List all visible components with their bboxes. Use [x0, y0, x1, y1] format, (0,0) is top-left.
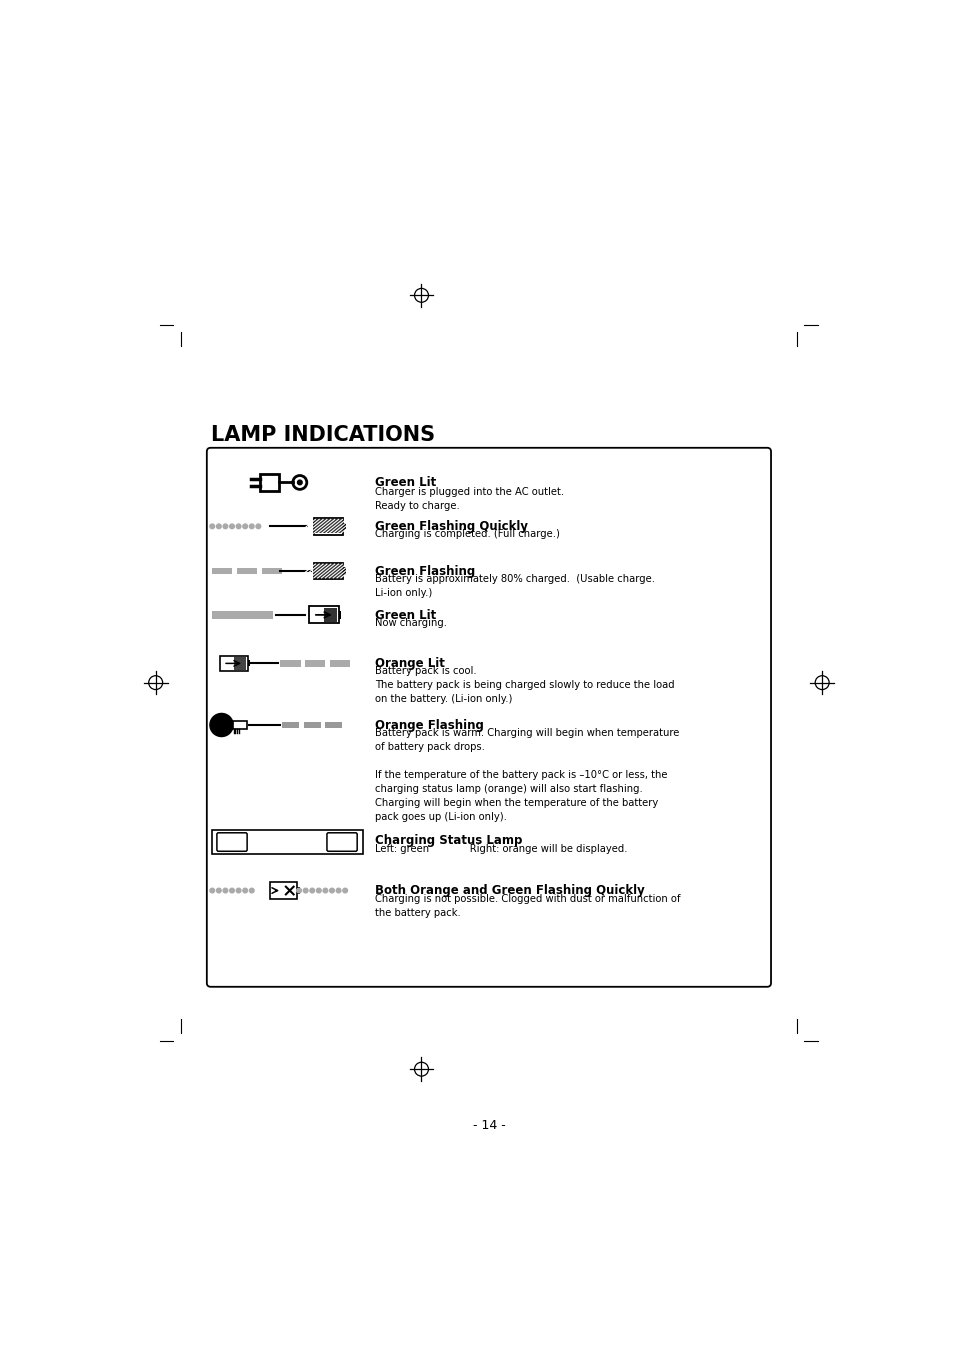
Circle shape — [310, 888, 314, 893]
Bar — [315, 519, 341, 534]
Bar — [343, 523, 345, 530]
Circle shape — [342, 888, 347, 893]
Text: Battery pack is warm. Charging will begin when temperature
of battery pack drops: Battery pack is warm. Charging will begi… — [375, 728, 679, 821]
Circle shape — [210, 524, 214, 528]
Text: Both Orange and Green Flashing Quickly: Both Orange and Green Flashing Quickly — [375, 885, 644, 897]
Bar — [315, 565, 341, 578]
Circle shape — [216, 524, 221, 528]
Text: Charging is completed. (Full charge.): Charging is completed. (Full charge.) — [375, 530, 559, 539]
Bar — [212, 830, 363, 854]
Bar — [270, 882, 297, 898]
Text: Green Lit: Green Lit — [375, 477, 436, 489]
Text: Now charging.: Now charging. — [375, 617, 447, 628]
Bar — [330, 659, 350, 667]
Circle shape — [210, 713, 233, 736]
Circle shape — [249, 888, 253, 893]
Circle shape — [230, 524, 234, 528]
Text: Battery is approximately 80% charged.  (Usable charge.
Li-ion only.): Battery is approximately 80% charged. (U… — [375, 574, 655, 598]
Circle shape — [316, 888, 321, 893]
Bar — [212, 611, 273, 619]
Text: Orange Lit: Orange Lit — [375, 657, 444, 670]
Bar — [233, 721, 247, 728]
Circle shape — [216, 888, 221, 893]
Bar — [220, 655, 248, 671]
Bar — [236, 567, 257, 574]
Circle shape — [330, 888, 334, 893]
Bar — [309, 607, 338, 623]
Text: Battery pack is cool.
The battery pack is being charged slowly to reduce the loa: Battery pack is cool. The battery pack i… — [375, 666, 674, 704]
Text: Charger is plugged into the AC outlet.
Ready to charge.: Charger is plugged into the AC outlet. R… — [375, 488, 563, 511]
FancyBboxPatch shape — [327, 832, 356, 851]
Text: Charging is not possible. Clogged with dust or malfunction of
the battery pack.: Charging is not possible. Clogged with d… — [375, 893, 679, 917]
Bar — [280, 659, 300, 667]
Circle shape — [223, 524, 228, 528]
Bar — [297, 888, 299, 894]
Circle shape — [293, 476, 307, 489]
Bar — [343, 567, 345, 574]
Circle shape — [296, 888, 301, 893]
Bar — [305, 659, 325, 667]
Bar — [260, 474, 278, 490]
Text: Left: green             Right: orange will be displayed.: Left: green Right: orange will be displa… — [375, 844, 627, 854]
Circle shape — [243, 888, 247, 893]
Bar — [303, 721, 320, 728]
Circle shape — [230, 888, 234, 893]
Circle shape — [249, 524, 253, 528]
Text: - 14 -: - 14 - — [472, 1119, 505, 1132]
Text: Green Lit: Green Lit — [375, 609, 436, 621]
FancyBboxPatch shape — [207, 447, 770, 986]
Bar — [282, 721, 298, 728]
Bar — [314, 562, 343, 580]
Circle shape — [236, 888, 241, 893]
Text: Green Flashing: Green Flashing — [375, 565, 475, 578]
Bar — [261, 567, 282, 574]
Circle shape — [210, 888, 214, 893]
Circle shape — [236, 524, 241, 528]
Text: Green Flashing Quickly: Green Flashing Quickly — [375, 520, 527, 534]
Bar — [314, 517, 343, 535]
Circle shape — [223, 888, 228, 893]
Circle shape — [297, 480, 302, 485]
Bar — [338, 611, 340, 619]
Bar — [248, 661, 250, 666]
Circle shape — [335, 888, 340, 893]
Text: Orange Flashing: Orange Flashing — [375, 719, 483, 732]
Circle shape — [323, 888, 328, 893]
Circle shape — [255, 524, 260, 528]
Text: Charging Status Lamp: Charging Status Lamp — [375, 835, 522, 847]
Circle shape — [243, 524, 247, 528]
Bar — [323, 608, 336, 621]
Text: LAMP INDICATIONS: LAMP INDICATIONS — [211, 424, 435, 444]
Circle shape — [303, 888, 308, 893]
Bar — [325, 721, 342, 728]
Bar — [233, 657, 246, 670]
FancyBboxPatch shape — [216, 832, 247, 851]
Bar — [212, 567, 233, 574]
